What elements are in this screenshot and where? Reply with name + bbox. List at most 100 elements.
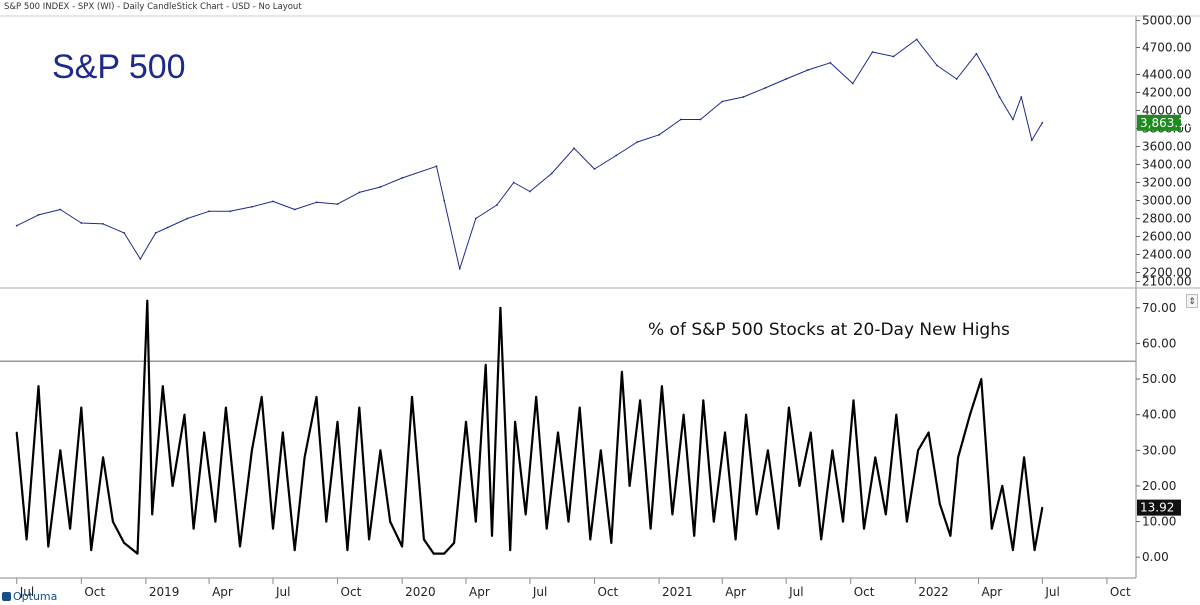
data-point (636, 141, 639, 143)
data-point (1020, 96, 1023, 98)
y-tick-label: 0.00 (1142, 550, 1169, 564)
data-point (1041, 121, 1044, 124)
data-point (443, 552, 446, 555)
data-point (742, 96, 745, 98)
data-point (829, 61, 832, 64)
data-point (820, 538, 823, 541)
x-axis: 2018AprJulOct2019AprJulOct2020AprJulOct2… (16, 578, 1131, 599)
data-point (484, 363, 487, 366)
data-point (550, 172, 553, 175)
data-point (649, 527, 652, 530)
data-point (90, 549, 93, 551)
y-tick-label: 4000.00 (1142, 104, 1192, 118)
x-tick-label: 2020 (405, 585, 436, 599)
sp500-price-panel: 5000.004700.004400.004200.004000.003800.… (15, 14, 1193, 289)
x-tick-label: 2022 (918, 585, 949, 599)
data-point (975, 52, 978, 55)
data-point (435, 165, 438, 168)
data-point (712, 520, 715, 523)
data-point (59, 208, 62, 211)
data-point (987, 73, 990, 76)
y-tick-label: 20.00 (1142, 479, 1176, 493)
data-point (628, 485, 631, 487)
data-point (272, 527, 274, 530)
data-point (272, 200, 274, 203)
indicator-title: % of S&P 500 Stocks at 20-Day New Highs (648, 320, 1010, 340)
data-point (15, 431, 18, 434)
x-tick-label: Jul (275, 585, 290, 599)
data-point (123, 542, 125, 544)
data-point (524, 513, 527, 516)
chart-title: S&P 500 (52, 48, 186, 86)
data-point (171, 485, 174, 487)
data-point (721, 100, 724, 103)
data-point (411, 396, 413, 398)
data-point (358, 406, 361, 409)
data-point (251, 449, 253, 452)
data-point (955, 78, 958, 80)
data-point (809, 431, 812, 434)
data-point (610, 542, 613, 544)
data-point (25, 538, 28, 541)
data-point (1001, 485, 1004, 487)
data-point (938, 502, 941, 505)
data-point (368, 538, 370, 541)
data-point (303, 456, 306, 459)
data-point (831, 449, 834, 452)
data-point (545, 527, 548, 530)
data-point (281, 431, 284, 434)
data-point (871, 51, 874, 53)
y-tick-label: 40.00 (1142, 408, 1176, 422)
data-point (214, 520, 217, 523)
data-point (851, 82, 854, 85)
data-point (892, 55, 895, 58)
data-point (884, 513, 887, 516)
data-point (724, 431, 726, 434)
data-point (589, 538, 592, 541)
data-point (325, 520, 328, 523)
data-point (990, 527, 993, 530)
data-point (798, 485, 801, 487)
data-point (578, 406, 581, 409)
data-point (1012, 549, 1014, 551)
data-point (80, 406, 83, 409)
data-point (895, 413, 898, 416)
data-point (229, 210, 232, 213)
data-point (203, 431, 206, 434)
y-tick-label: 2200.00 (1142, 266, 1192, 280)
data-point (293, 208, 296, 211)
data-point (745, 413, 747, 416)
last-value-badge (1137, 114, 1181, 131)
data-point (192, 527, 195, 530)
x-tick-label: Jul (532, 585, 547, 599)
y-tick-label: 3200.00 (1142, 176, 1192, 190)
x-tick-label: Apr (725, 585, 746, 599)
data-point (852, 399, 855, 402)
resize-arrows-icon: ⇕ (1188, 296, 1196, 306)
data-point (260, 396, 263, 398)
optuma-logo-icon (2, 592, 11, 601)
data-point (969, 413, 971, 416)
data-point (47, 545, 50, 548)
data-point (682, 413, 685, 416)
x-tick-label: 2019 (149, 585, 180, 599)
panel-resize-button[interactable]: ⇕ (1186, 294, 1198, 308)
x-tick-label: Oct (341, 585, 362, 599)
new-highs-panel: 70.00 60.00 50.00 40.00 30.00 20.00 10.00 0.00 1… (0, 299, 1181, 564)
data-point (183, 413, 186, 416)
y-tick-label: 3400.00 (1142, 158, 1192, 172)
data-point (389, 520, 392, 523)
data-point (1030, 139, 1033, 142)
data-point (917, 449, 919, 452)
data-point (936, 64, 938, 67)
data-point (699, 118, 702, 121)
data-point (693, 534, 696, 537)
series-line (16, 38, 1043, 270)
y-tick-label: 2400.00 (1142, 248, 1192, 262)
data-point (661, 385, 663, 388)
data-point (465, 420, 467, 423)
data-point (208, 210, 211, 213)
data-point (807, 69, 809, 71)
x-tick-label: Jul (788, 585, 803, 599)
